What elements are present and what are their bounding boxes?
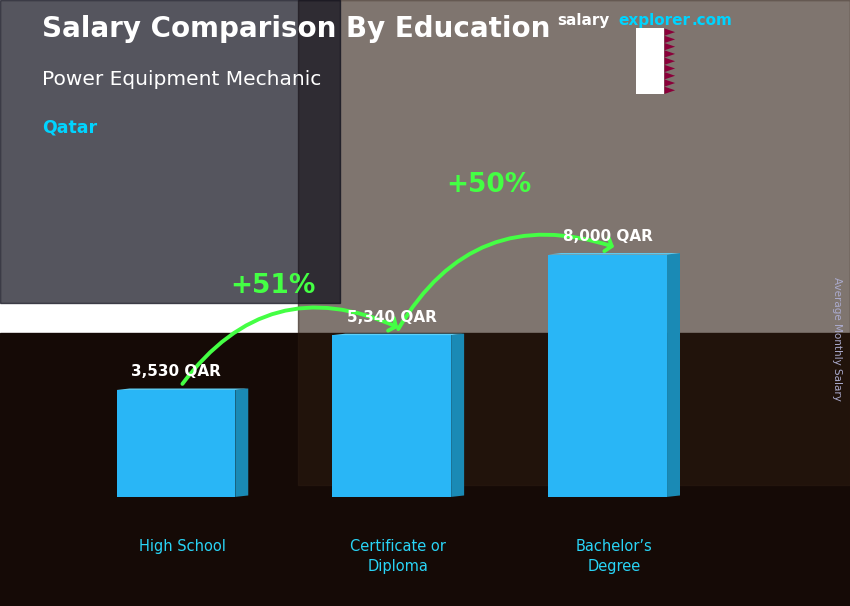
Polygon shape xyxy=(665,65,675,72)
Polygon shape xyxy=(667,253,680,497)
Bar xyxy=(116,390,235,497)
Text: explorer: explorer xyxy=(619,13,691,28)
Text: High School: High School xyxy=(139,539,226,554)
Polygon shape xyxy=(665,43,675,50)
Polygon shape xyxy=(665,28,675,36)
Bar xyxy=(636,28,665,94)
Text: Certificate or
Diploma: Certificate or Diploma xyxy=(350,539,446,574)
Polygon shape xyxy=(665,72,675,79)
Polygon shape xyxy=(665,87,675,94)
Text: Bachelor’s
Degree: Bachelor’s Degree xyxy=(575,539,653,574)
Text: Power Equipment Mechanic: Power Equipment Mechanic xyxy=(42,70,322,88)
Bar xyxy=(0,0,340,303)
Text: Salary Comparison By Education: Salary Comparison By Education xyxy=(42,15,551,43)
Text: Average Monthly Salary: Average Monthly Salary xyxy=(832,278,842,401)
Text: salary: salary xyxy=(557,13,609,28)
Polygon shape xyxy=(548,253,680,255)
Polygon shape xyxy=(665,50,675,58)
Bar xyxy=(332,335,451,497)
Text: 5,340 QAR: 5,340 QAR xyxy=(347,310,437,325)
Polygon shape xyxy=(665,36,675,43)
Polygon shape xyxy=(665,58,675,65)
Text: 3,530 QAR: 3,530 QAR xyxy=(131,364,221,379)
Text: 8,000 QAR: 8,000 QAR xyxy=(563,229,653,244)
Text: .com: .com xyxy=(691,13,732,28)
Polygon shape xyxy=(665,79,675,87)
Polygon shape xyxy=(451,334,464,497)
Polygon shape xyxy=(116,388,248,390)
Text: +50%: +50% xyxy=(446,172,531,198)
Bar xyxy=(548,255,667,497)
Bar xyxy=(298,0,850,485)
Text: Qatar: Qatar xyxy=(42,118,98,136)
Polygon shape xyxy=(235,388,248,497)
Polygon shape xyxy=(332,334,464,335)
Text: +51%: +51% xyxy=(230,273,315,299)
Bar xyxy=(0,333,850,606)
